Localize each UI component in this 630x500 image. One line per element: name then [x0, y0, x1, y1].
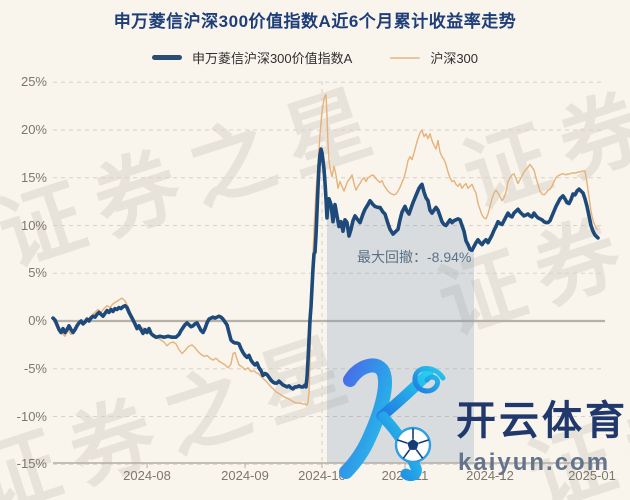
legend-item-index[interactable]: 沪深300 [390, 48, 478, 67]
football-icon [394, 426, 432, 464]
max-drawdown-value: -8.94% [427, 249, 472, 265]
x-axis-label: 2024-09 [221, 468, 269, 483]
y-axis-label: 20% [20, 122, 47, 137]
legend: 申万菱信沪深300价值指数A 沪深300 [0, 48, 630, 67]
x-axis-label: 2024-10 [298, 468, 346, 483]
index-line-swatch [390, 56, 421, 59]
kaiyun-logo[interactable]: 开云体育 kaiyun.com [336, 356, 630, 486]
x-axis-label: 2025-01 [568, 468, 616, 483]
brand-name: 开云体育 [456, 399, 628, 443]
legend-label: 沪深300 [430, 51, 479, 66]
legend-item-fund[interactable]: 申万菱信沪深300价值指数A [151, 48, 353, 67]
k-icon [339, 358, 446, 482]
y-axis-label: 15% [20, 169, 47, 185]
y-axis-label: 25% [20, 74, 47, 90]
fund-line-swatch [151, 55, 182, 60]
swirl-icon [412, 366, 446, 394]
x-axis-label: 2024-08 [123, 468, 171, 483]
legend-label: 申万菱信沪深300价值指数A [191, 51, 353, 66]
y-axis-label: -5% [23, 360, 47, 376]
kaiyun-logo-graphic: 开云体育 kaiyun.com [339, 358, 628, 482]
max-drawdown-label: 最大回撤： [357, 249, 427, 265]
chart-title: 申万菱信沪深300价值指数A近6个月累计收益率走势 [113, 12, 517, 31]
y-axis-label: 10% [20, 217, 47, 233]
max-drawdown-annotation: 最大回撤：-8.94% [357, 247, 471, 267]
y-axis-label: -15% [16, 456, 47, 472]
brand-domain: kaiyun.com [458, 449, 610, 476]
y-axis-label: -10% [16, 408, 47, 424]
x-axis-label: 2024-12 [466, 468, 514, 483]
y-axis-label: 5% [28, 265, 47, 281]
y-axis-label: 0% [28, 313, 47, 328]
